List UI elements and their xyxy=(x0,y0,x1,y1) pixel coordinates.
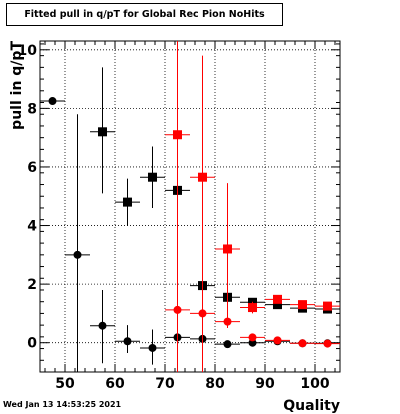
x-tick-label: 70 xyxy=(155,376,175,392)
series-3 xyxy=(165,298,340,348)
data-point-square xyxy=(248,303,257,313)
plot-frame xyxy=(39,40,341,373)
y-tick-label: 0 xyxy=(27,336,37,352)
x-axis-title: Quality xyxy=(283,398,340,414)
data-point-circle xyxy=(48,97,57,106)
y-tick-label: 6 xyxy=(27,160,37,176)
data-point-square xyxy=(273,300,282,310)
timestamp: Wed Jan 13 14:53:25 2021 xyxy=(3,400,122,409)
x-tick-label: 50 xyxy=(55,376,75,392)
data-point-circle xyxy=(73,250,82,259)
data-point-circle xyxy=(148,343,157,352)
data-point-circle xyxy=(323,339,332,348)
data-point-square xyxy=(273,294,282,304)
data-point-circle xyxy=(123,337,132,346)
y-axis-title: pull in q/pT xyxy=(9,41,25,130)
data-point-circle xyxy=(273,336,282,345)
data-point-square xyxy=(298,300,307,310)
series-1 xyxy=(40,97,340,372)
data-point-circle xyxy=(223,340,232,349)
data-point-square xyxy=(323,301,332,311)
data-point-square xyxy=(123,197,132,207)
data-point-square xyxy=(148,172,157,182)
y-tick-label: 4 xyxy=(27,219,37,235)
series-group xyxy=(40,41,340,372)
y-tick-label: 8 xyxy=(27,101,37,117)
data-point-circle xyxy=(248,333,257,342)
y-tick-label: 2 xyxy=(27,277,37,293)
x-tick-label: 100 xyxy=(300,376,329,392)
data-point-circle xyxy=(298,339,307,348)
series-4 xyxy=(165,41,340,372)
data-point-square xyxy=(98,127,107,137)
data-point-square xyxy=(223,244,232,254)
x-tick-label: 80 xyxy=(205,376,225,392)
y-tick-label: 10 xyxy=(18,43,38,59)
chart-title-text: Fitted pull in q/pT for Global Rec Pion … xyxy=(24,9,265,20)
data-point-circle xyxy=(223,317,232,326)
chart-title: Fitted pull in q/pT for Global Rec Pion … xyxy=(6,3,283,26)
data-point-square xyxy=(198,172,207,182)
data-point-square xyxy=(173,130,182,140)
x-tick-label: 90 xyxy=(255,376,275,392)
data-point-circle xyxy=(98,321,107,330)
axes: 50 60 70 80 90 100 0 2 4 6 8 10 xyxy=(18,41,340,392)
x-tick-label: 60 xyxy=(105,376,125,392)
grid xyxy=(40,41,340,372)
